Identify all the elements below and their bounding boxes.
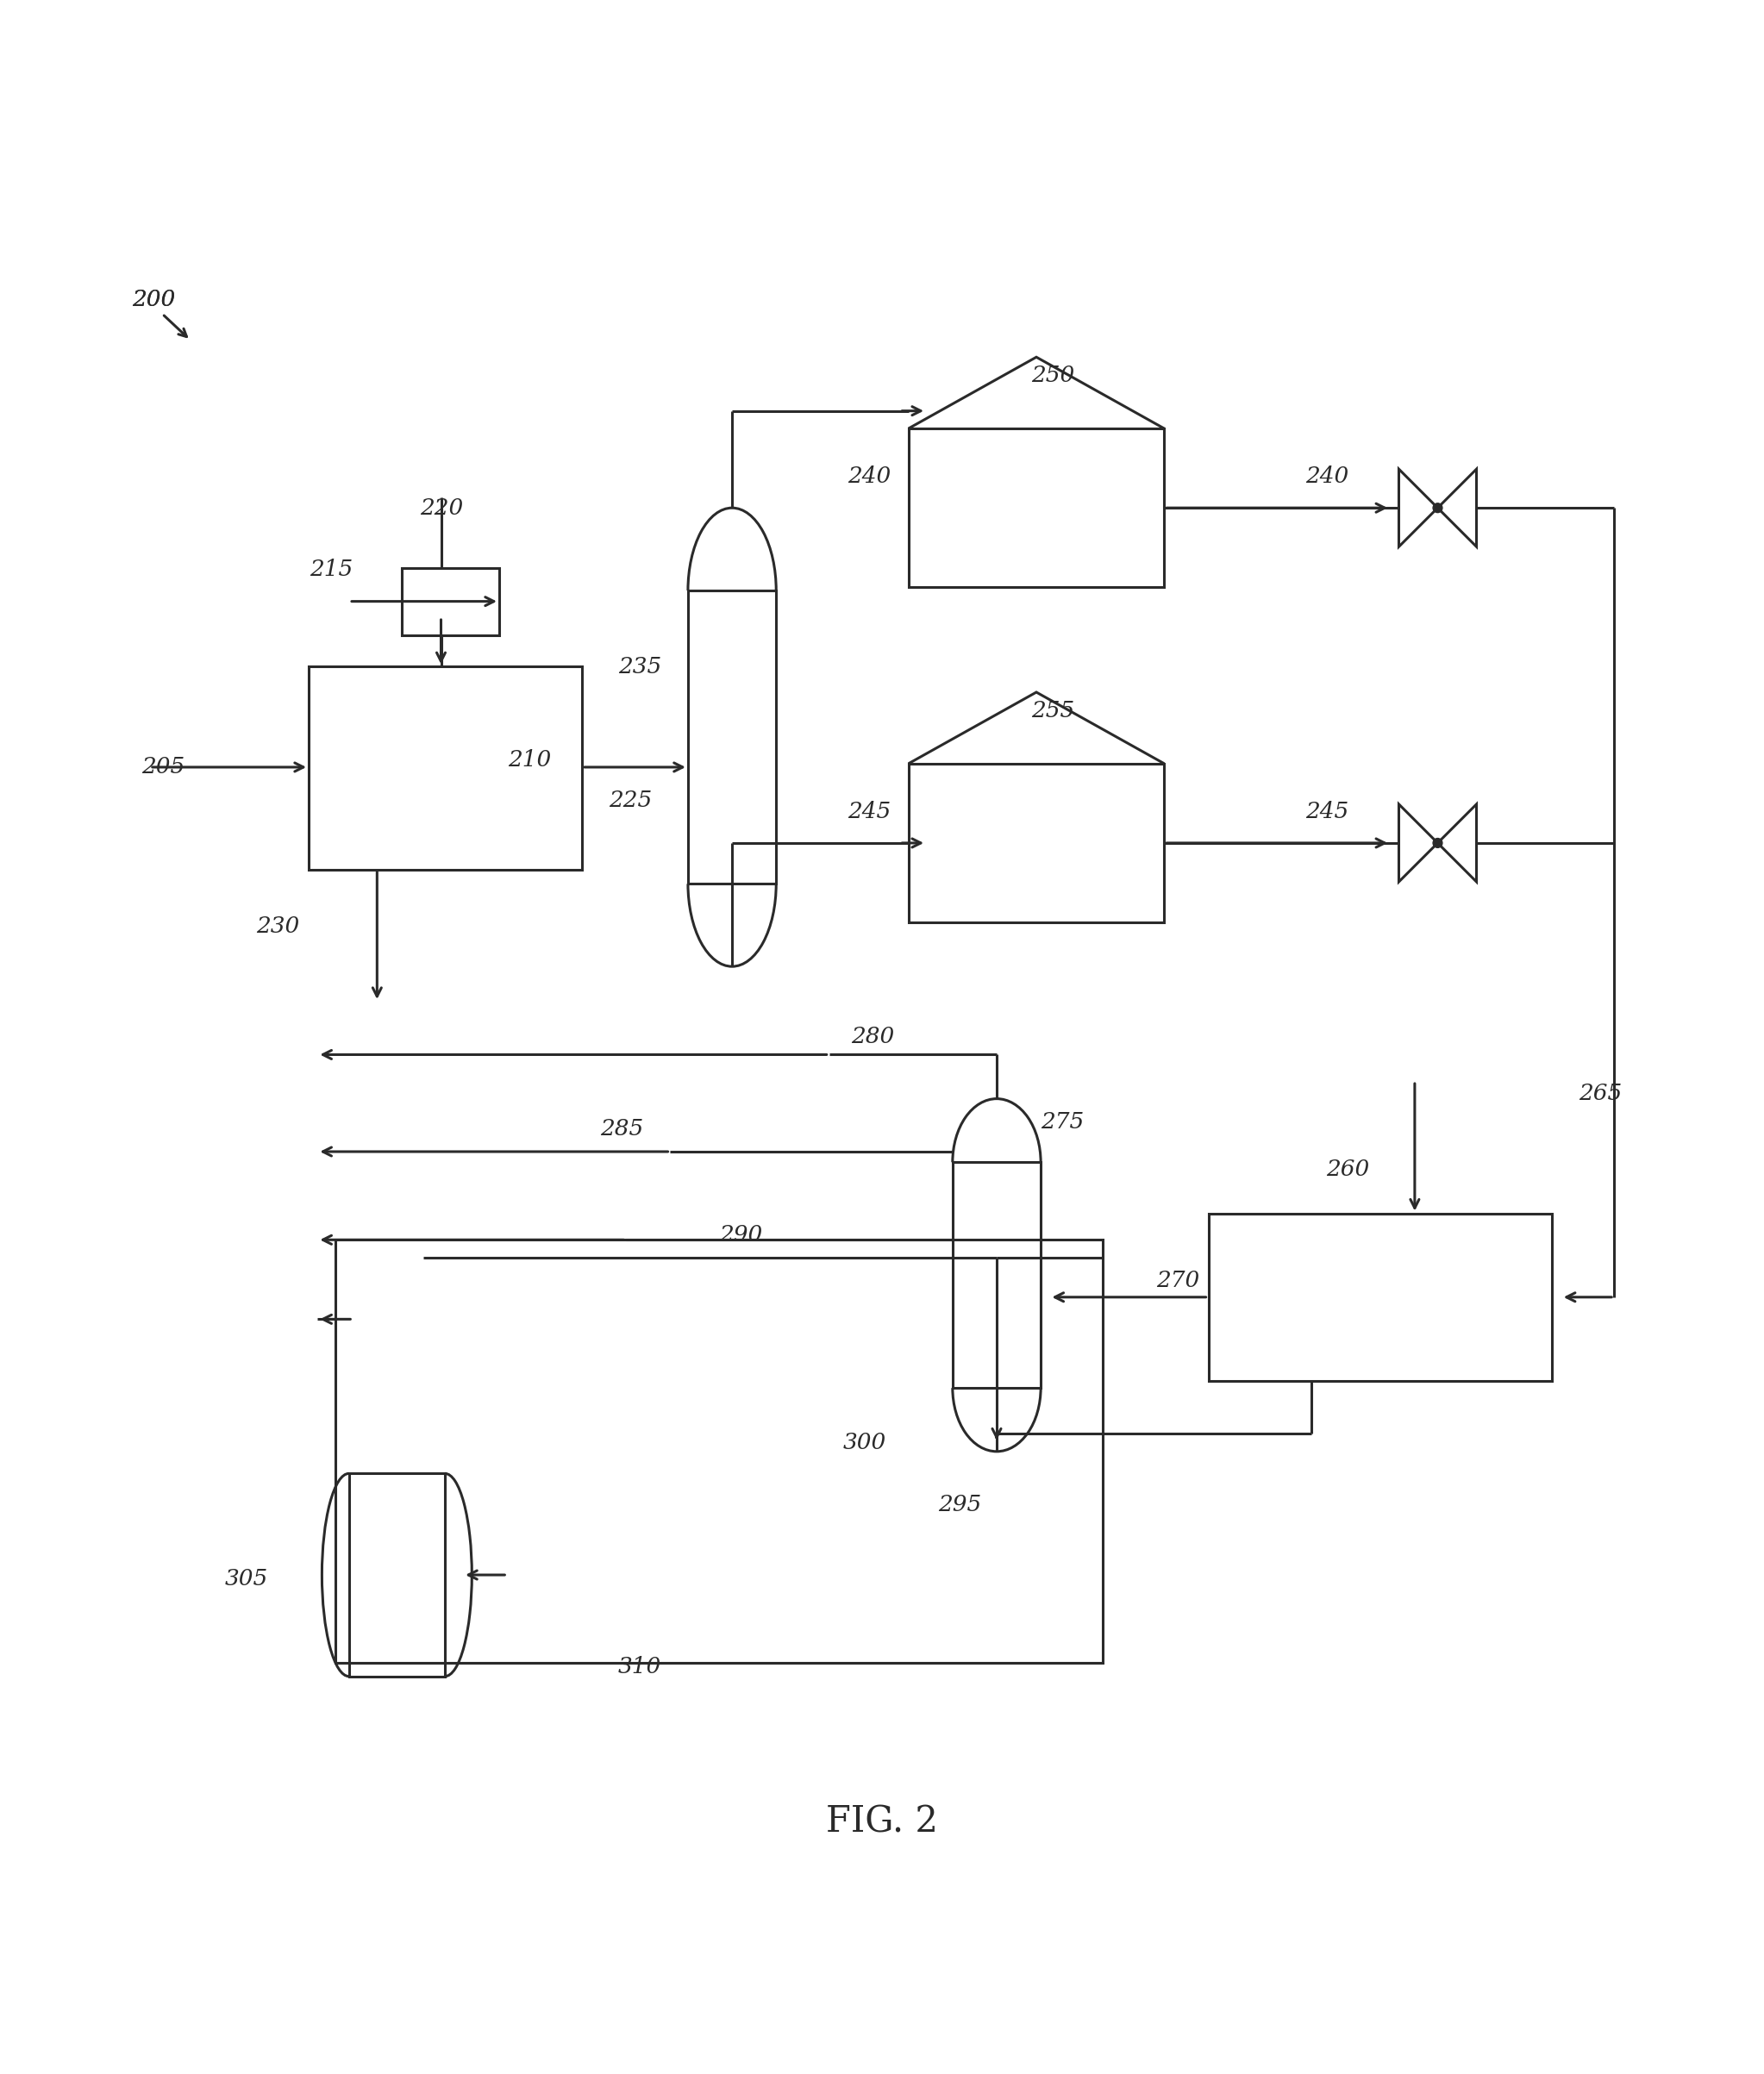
Text: 200: 200 <box>132 288 176 311</box>
Text: 250: 250 <box>1032 365 1074 386</box>
Bar <box>953 1161 1041 1388</box>
Circle shape <box>1432 838 1443 848</box>
Bar <box>1208 1213 1552 1381</box>
Text: 260: 260 <box>1327 1159 1371 1180</box>
Text: 220: 220 <box>420 498 464 518</box>
Text: 215: 215 <box>309 558 353 581</box>
Bar <box>309 666 582 869</box>
Text: 240: 240 <box>1305 465 1349 487</box>
Bar <box>688 591 776 884</box>
Text: 310: 310 <box>617 1655 662 1678</box>
Text: 200: 200 <box>132 288 176 311</box>
Text: FIG. 2: FIG. 2 <box>826 1804 938 1840</box>
Text: 225: 225 <box>609 790 653 811</box>
Text: 210: 210 <box>508 749 552 772</box>
Text: 305: 305 <box>224 1568 268 1589</box>
Bar <box>402 568 499 635</box>
Circle shape <box>1432 504 1443 512</box>
Bar <box>349 1473 445 1676</box>
Text: 295: 295 <box>938 1493 983 1516</box>
Text: 205: 205 <box>141 757 185 778</box>
Text: 255: 255 <box>1032 699 1074 722</box>
Bar <box>908 763 1164 923</box>
Text: 275: 275 <box>1041 1112 1085 1132</box>
Text: 290: 290 <box>718 1224 762 1244</box>
Text: 245: 245 <box>1305 801 1349 821</box>
Text: 280: 280 <box>850 1027 894 1047</box>
Text: 245: 245 <box>847 801 891 821</box>
Text: 230: 230 <box>256 915 300 937</box>
Text: 285: 285 <box>600 1118 644 1139</box>
Text: 235: 235 <box>617 655 662 678</box>
Text: 265: 265 <box>1579 1083 1623 1103</box>
Text: 270: 270 <box>1155 1269 1200 1292</box>
Bar <box>908 429 1164 587</box>
Text: 240: 240 <box>847 465 891 487</box>
Text: 300: 300 <box>843 1431 887 1454</box>
Bar <box>335 1240 1102 1663</box>
